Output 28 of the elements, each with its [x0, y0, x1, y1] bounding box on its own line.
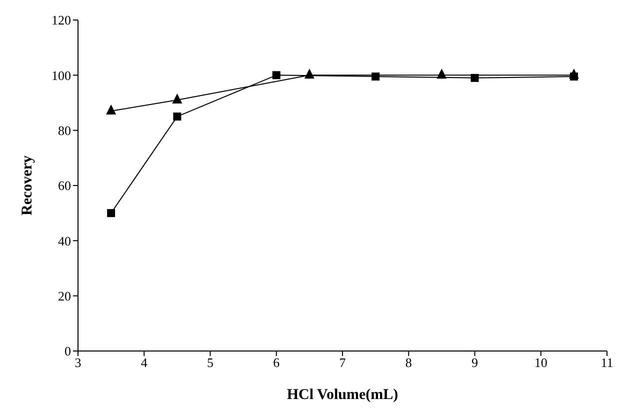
y-tick-label: 100 [52, 68, 71, 83]
y-tick-label: 20 [58, 288, 71, 304]
x-tick-label: 9 [472, 355, 478, 370]
y-axis-title: Recovery [19, 155, 36, 216]
x-tick-label: 10 [534, 355, 548, 370]
x-tick-label: 5 [207, 355, 214, 370]
x-tick-label: 3 [74, 355, 82, 370]
x-tick-label: 8 [405, 355, 412, 370]
x-tick-label: 4 [140, 355, 148, 370]
point [570, 72, 578, 81]
y-tick-label: 0 [64, 344, 71, 359]
x-tick-label: 6 [273, 355, 280, 370]
y-tick-label: 120 [52, 12, 71, 28]
point [173, 112, 182, 121]
point [304, 68, 314, 79]
point [172, 93, 182, 104]
x-tick-label: 11 [600, 355, 614, 370]
point [272, 71, 280, 80]
x-tick-label: 7 [339, 355, 346, 370]
point [107, 209, 116, 218]
point [372, 72, 380, 81]
point [436, 68, 447, 79]
x-axis-title: HCl Volume(mL) [286, 387, 398, 403]
point [106, 104, 116, 115]
y-tick-label: 60 [58, 178, 71, 194]
y-tick-label: 40 [58, 233, 71, 248]
y-tick-label: 80 [58, 122, 71, 138]
point [470, 74, 479, 82]
